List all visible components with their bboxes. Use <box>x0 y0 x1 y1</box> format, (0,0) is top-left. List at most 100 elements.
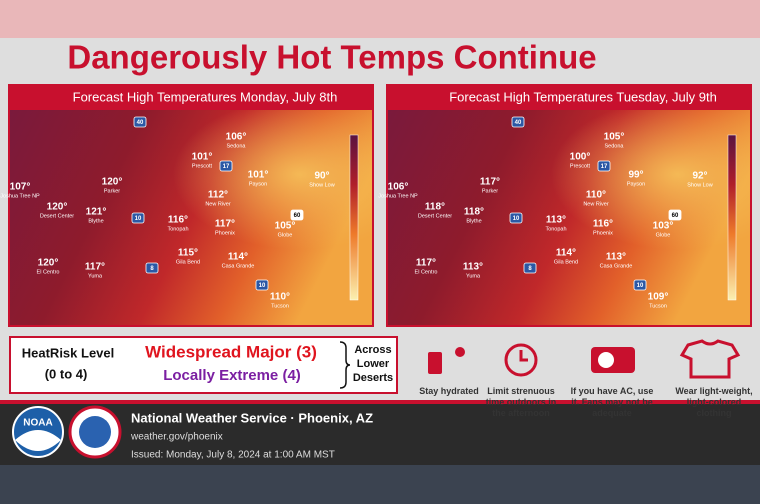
city-name: Prescott <box>192 163 213 169</box>
highway-shield <box>145 262 159 274</box>
city-name: Gila Bend <box>176 259 200 265</box>
heatrisk-area: Across Lower Deserts <box>352 344 394 384</box>
city-name: El Centro <box>415 269 438 275</box>
city-temp: 106° <box>388 182 409 193</box>
icon-water-head <box>455 347 465 357</box>
highway-number: 40 <box>137 120 144 126</box>
city-temp: 116° <box>168 215 188 226</box>
city-name: Blythe <box>466 218 481 224</box>
city-temp: 113° <box>546 215 566 226</box>
bracket <box>339 341 351 389</box>
city-name: Parker <box>482 188 498 194</box>
maps: Forecast High Temperatures Monday, July … <box>0 84 752 327</box>
city-name: El Centro <box>37 269 60 275</box>
highway-number: 40 <box>515 120 522 126</box>
city-name: Show Low <box>687 182 712 188</box>
city-name: Phoenix <box>215 230 235 236</box>
city-temp: 116° <box>593 219 613 230</box>
highway-number: 60 <box>672 213 679 219</box>
city-name: Parker <box>104 188 120 194</box>
city-temp: 109° <box>648 292 669 303</box>
city-name: Joshua Tree NP <box>0 193 40 199</box>
city-name: Tonopah <box>545 226 566 232</box>
highway-number: 10 <box>259 283 266 289</box>
highway-shield <box>133 116 147 128</box>
highway-shield <box>290 209 304 221</box>
tip: If you have AC, use it. Fans may not be … <box>570 386 654 418</box>
city-temp: 105° <box>275 221 296 232</box>
icon-shirt <box>679 339 741 379</box>
noaa-wave <box>15 430 61 451</box>
city-name: Blythe <box>88 218 103 224</box>
city-temp: 115° <box>178 248 198 259</box>
city-name: Tonopah <box>167 226 188 232</box>
footer <box>0 400 760 465</box>
footer-stripe <box>0 400 760 404</box>
map-glow <box>10 110 372 325</box>
city-name: Prescott <box>570 163 591 169</box>
map-glow <box>388 110 750 325</box>
highway-shield <box>523 262 537 274</box>
highway-shield <box>509 212 523 224</box>
city-name: Payson <box>627 181 645 187</box>
highway-number: 8 <box>528 266 532 272</box>
nws-logo-inner <box>79 416 111 448</box>
city-temp: 112° <box>208 190 228 201</box>
highway-number: 10 <box>513 216 520 222</box>
city-temp: 118° <box>464 207 484 218</box>
color-scale <box>727 134 737 301</box>
city-temp: 113° <box>606 252 626 263</box>
heatrisk-label: HeatRisk Level <box>22 345 115 360</box>
city-name: Casa Grande <box>222 263 255 269</box>
city-temp: 105° <box>604 132 625 143</box>
tip: Wear light-weight, light-colored clothin… <box>675 386 753 418</box>
icon-clock-hands <box>519 350 528 362</box>
highway-shield <box>633 279 647 291</box>
city-temp: 101° <box>192 152 213 163</box>
icon-water <box>428 352 442 374</box>
city-temp: 100° <box>570 152 591 163</box>
map-heading: Forecast High Temperatures Monday, July … <box>73 89 338 104</box>
issued: Issued: Monday, July 8, 2024 at 1:00 AM … <box>131 450 335 461</box>
city-name: Globe <box>656 232 671 238</box>
city-name: Payson <box>249 181 267 187</box>
city-temp: 117° <box>480 177 500 188</box>
color-scale <box>349 134 359 301</box>
heatrisk-box <box>9 336 398 394</box>
city-temp: 121° <box>86 207 107 218</box>
city-temp: 110° <box>586 190 606 201</box>
city-name: Phoenix <box>593 230 613 236</box>
blurred-bottom <box>0 465 760 504</box>
city-temp: 90° <box>314 171 329 182</box>
highway-number: 17 <box>223 164 230 170</box>
city-name: Globe <box>278 232 293 238</box>
city-temp: 114° <box>228 252 248 263</box>
heatrisk-major: Widespread Major (3) <box>145 342 317 361</box>
icon-ac-fan <box>598 352 614 368</box>
city-name: Tucson <box>271 303 289 309</box>
highway-shield <box>511 116 525 128</box>
city-name: New River <box>583 201 609 207</box>
highway-number: 8 <box>150 266 154 272</box>
highway-number: 17 <box>601 164 608 170</box>
city-name: Gila Bend <box>554 259 578 265</box>
tip: Stay hydrated <box>419 386 479 396</box>
icon-clock <box>504 343 538 377</box>
city-temp: 120° <box>102 177 123 188</box>
city-temp: 117° <box>215 219 235 230</box>
city-temp: 113° <box>463 262 483 273</box>
city-name: Yuma <box>88 273 103 279</box>
highway-number: 10 <box>637 283 644 289</box>
highway-number: 60 <box>294 213 301 219</box>
city-temp: 106° <box>226 132 247 143</box>
heatrisk-range: (0 to 4) <box>45 366 88 381</box>
noaa-text: NOAA <box>23 418 52 429</box>
heatrisk-extreme: Locally Extreme (4) <box>163 367 301 384</box>
city-temp: 117° <box>416 258 436 269</box>
city-name: Desert Center <box>418 213 452 219</box>
tip: Limit strenuous time outdoors in the aft… <box>485 386 557 418</box>
city-name: Sedona <box>605 143 625 149</box>
city-temp: 103° <box>653 221 674 232</box>
